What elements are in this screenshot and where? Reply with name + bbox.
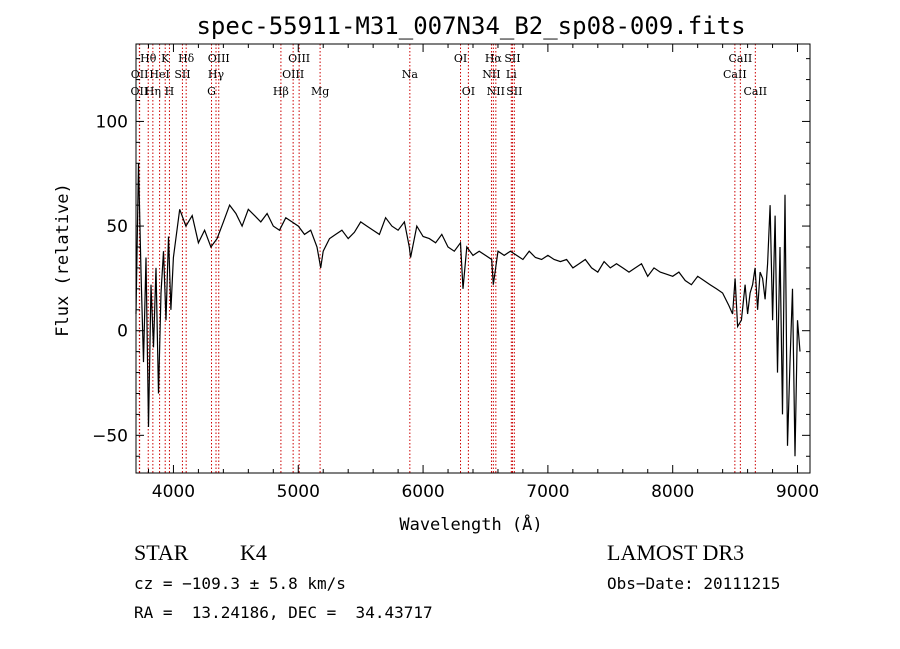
- x-tick-label: 8000: [651, 482, 694, 502]
- spectral-line-label: SII: [504, 52, 520, 65]
- spectral-line-label: NII: [482, 68, 500, 81]
- spectral-line-label: OI: [462, 85, 475, 98]
- chart-title: spec-55911-M31_007N34_B2_sp08-009.fits: [196, 12, 745, 40]
- spectral-line-markers: [138, 44, 756, 473]
- spectral-line-label: OIII: [208, 52, 230, 65]
- spectral-line-label: K: [161, 52, 170, 65]
- spectral-line-label: CaII: [723, 68, 747, 81]
- y-tick-label: −50: [92, 426, 128, 446]
- spectral-line-label: Hα: [485, 52, 503, 65]
- spectral-line-label: OIII: [288, 52, 310, 65]
- spectrum-chart: spec-55911-M31_007N34_B2_sp08-009.fits O…: [53, 12, 819, 535]
- spectral-line-label: Li: [506, 68, 517, 81]
- spectral-line-label: Hβ: [273, 85, 289, 98]
- flux-series-line: [135, 163, 801, 457]
- x-tick-label: 5000: [277, 482, 320, 502]
- obs-date: Obs−Date: 20111215: [607, 574, 781, 593]
- spectral-line-label: NII: [487, 85, 505, 98]
- y-axis-ticks: −50 0 50 100: [92, 58, 810, 457]
- redshift-cz: cz = −109.3 ± 5.8 km/s: [134, 574, 346, 593]
- spectral-line-label: HeI: [149, 68, 169, 81]
- spectral-line-label: Mg: [311, 85, 329, 98]
- spectral-line-label: CaII: [729, 52, 753, 65]
- ra-dec: RA = 13.24186, DEC = 34.43717: [134, 603, 433, 622]
- survey-name: LAMOST DR3: [607, 540, 745, 565]
- y-tick-label: 50: [106, 217, 128, 237]
- y-tick-label: 100: [96, 112, 128, 132]
- spectral-line-label: CaII: [743, 85, 767, 98]
- x-tick-label: 4000: [152, 482, 195, 502]
- y-tick-label: 0: [117, 322, 128, 342]
- x-axis-label: Wavelength (Å): [399, 513, 542, 535]
- spectral-line-label: Hθ: [140, 52, 157, 65]
- spectral-line-label: OII: [131, 85, 149, 98]
- spectral-line-label: OIII: [282, 68, 304, 81]
- x-tick-label: 9000: [776, 482, 819, 502]
- spectral-line-labels: OII OII Hθ Hη HeI K H SII Hδ G Hγ OIII Hβ OIII OIII Mg N…: [131, 52, 768, 98]
- spectral-line-label: Na: [402, 68, 419, 81]
- object-class: STAR: [134, 540, 189, 565]
- x-axis-ticks: 4000 5000 6000 7000 8000 9000: [147, 44, 819, 502]
- spectral-line-label: Hγ: [208, 68, 225, 81]
- spectral-line-label: Hη: [145, 85, 161, 98]
- x-tick-label: 7000: [526, 482, 569, 502]
- x-tick-label: 6000: [401, 482, 444, 502]
- spectral-line-label: Hδ: [178, 52, 195, 65]
- spectral-line-label: SII: [174, 68, 190, 81]
- spectral-line-label: H: [165, 85, 175, 98]
- y-axis-label: Flux (relative): [53, 183, 73, 337]
- spectral-line-label: SII: [506, 85, 522, 98]
- plot-frame: [135, 43, 811, 474]
- spectral-line-label: OI: [454, 52, 467, 65]
- spectral-line-label: OII: [131, 68, 149, 81]
- object-subclass: K4: [240, 540, 267, 565]
- spectral-line-label: G: [207, 85, 216, 98]
